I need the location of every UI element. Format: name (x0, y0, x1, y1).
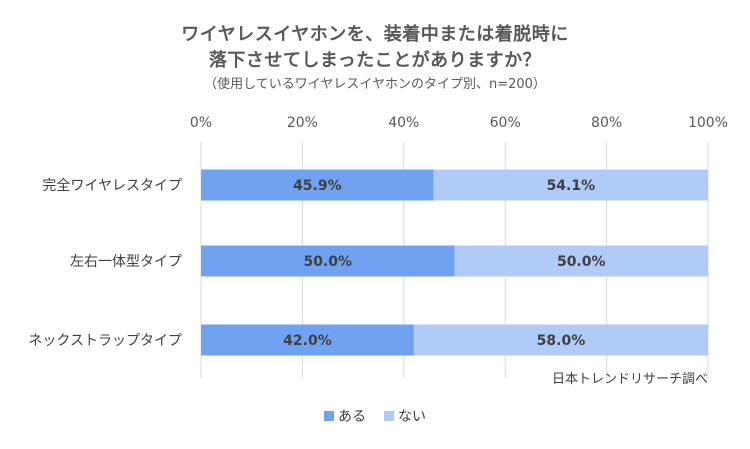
legend: ある ない (0, 406, 750, 426)
x-tick-label: 0% (190, 115, 212, 131)
data-label: 50.0% (303, 254, 352, 270)
legend-label-aru: ある (338, 409, 366, 425)
bar-segment (201, 245, 455, 277)
chart-title-line-1: ワイヤレスイヤホンを、装着中または着脱時に (181, 24, 569, 45)
x-tick-label: 80% (591, 115, 622, 131)
x-tick-label: 60% (490, 115, 521, 131)
category-label: 左右一体型タイプ (70, 254, 182, 270)
x-tick-label: 40% (388, 115, 419, 131)
category-label: 完全ワイヤレスタイプ (42, 177, 182, 194)
data-label: 42.0% (283, 333, 332, 349)
data-label: 54.1% (547, 178, 596, 194)
legend-swatch-nai (384, 411, 394, 421)
legend-label-nai: ない (398, 409, 426, 425)
legend-item-nai: ない (384, 406, 426, 426)
x-tick-label: 100% (688, 115, 728, 131)
bar-segment (201, 169, 434, 201)
x-tick-label: 20% (287, 115, 318, 131)
chart-title-line-2: 落下させてしまったことがありますか？ (208, 50, 542, 71)
bar-segment (454, 245, 708, 277)
bar-segment (413, 324, 708, 356)
legend-swatch-aru (324, 411, 334, 421)
category-label: ネックストラップタイプ (28, 333, 182, 349)
data-label: 50.0% (557, 254, 606, 270)
bar-segment (433, 169, 708, 201)
bar-segment (201, 324, 414, 356)
chart-subtitle: （使用しているワイヤレスイヤホンのタイプ別、n=200） (204, 77, 546, 92)
source-note: 日本トレンドリサーチ調べ (551, 372, 708, 387)
data-label: 58.0% (537, 333, 586, 349)
data-label: 45.9% (293, 178, 342, 194)
legend-item-aru: ある (324, 406, 366, 426)
